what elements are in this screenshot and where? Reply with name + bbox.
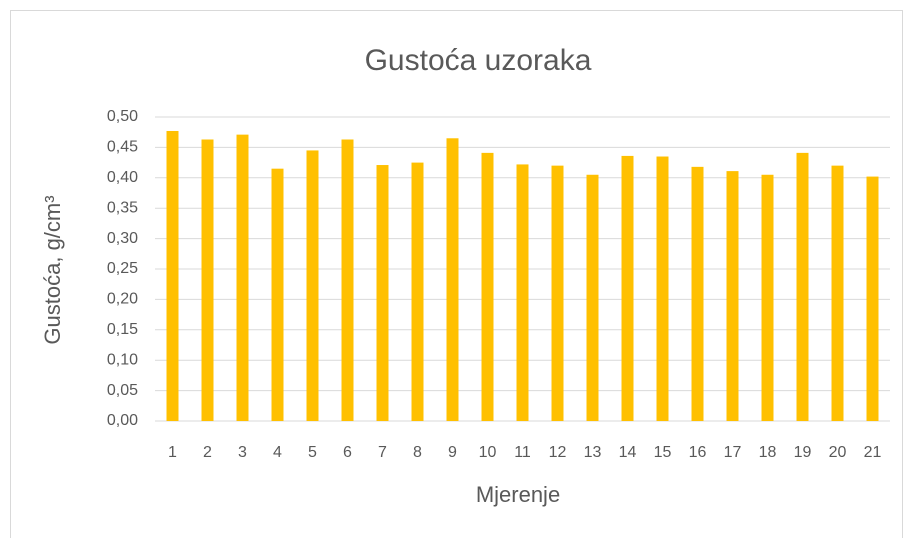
bar	[166, 130, 179, 421]
x-tick-label: 19	[794, 444, 812, 461]
x-tick-label: 10	[479, 444, 497, 461]
bar	[866, 176, 879, 421]
bar	[481, 152, 494, 421]
y-tick-label: 0,30	[107, 230, 138, 247]
bar	[656, 156, 669, 421]
y-tick-label: 0,00	[107, 412, 138, 429]
y-tick-label: 0,05	[107, 382, 138, 399]
bar	[516, 164, 529, 421]
x-tick-label: 13	[584, 444, 602, 461]
x-tick-label: 17	[724, 444, 742, 461]
bar	[411, 162, 424, 421]
x-tick-label: 1	[168, 444, 177, 461]
x-tick-label: 12	[549, 444, 567, 461]
chart-title: Gustoća uzoraka	[365, 44, 592, 77]
bar	[831, 165, 844, 421]
x-tick-label: 7	[378, 444, 387, 461]
bar	[796, 152, 809, 421]
x-tick-label: 8	[413, 444, 422, 461]
x-tick-label: 9	[448, 444, 457, 461]
bar	[201, 139, 214, 421]
bar	[376, 165, 389, 421]
x-tick-label: 4	[273, 444, 282, 461]
x-tick-label: 2	[203, 444, 212, 461]
y-axis-label: Gustoća, g/cm³	[40, 195, 65, 344]
x-tick-label: 11	[514, 444, 531, 461]
bar	[306, 150, 319, 421]
y-tick-label: 0,25	[107, 260, 138, 277]
bar	[551, 165, 564, 421]
y-tick-label: 0,20	[107, 291, 138, 308]
bar	[341, 139, 354, 421]
bar	[761, 174, 774, 421]
x-tick-label: 15	[654, 444, 672, 461]
y-tick-label: 0,50	[107, 108, 138, 125]
x-tick-label: 18	[759, 444, 777, 461]
bar	[621, 155, 634, 422]
bar	[726, 171, 739, 421]
bar	[586, 174, 599, 421]
y-tick-label: 0,45	[107, 139, 138, 156]
bar	[446, 138, 459, 421]
y-tick-label: 0,40	[107, 169, 138, 186]
x-tick-label: 3	[238, 444, 247, 461]
x-axis-label: Mjerenje	[476, 482, 560, 507]
y-tick-label: 0,10	[107, 351, 138, 368]
bar	[236, 134, 249, 421]
x-tick-label: 16	[689, 444, 707, 461]
x-tick-label: 14	[619, 444, 637, 461]
bar	[691, 166, 704, 421]
x-tick-label: 6	[343, 444, 352, 461]
x-tick-label: 21	[864, 444, 882, 461]
y-tick-label: 0,35	[107, 199, 138, 216]
x-tick-label: 20	[829, 444, 847, 461]
y-tick-label: 0,15	[107, 321, 138, 338]
bar	[271, 168, 284, 421]
x-tick-label: 5	[308, 444, 317, 461]
